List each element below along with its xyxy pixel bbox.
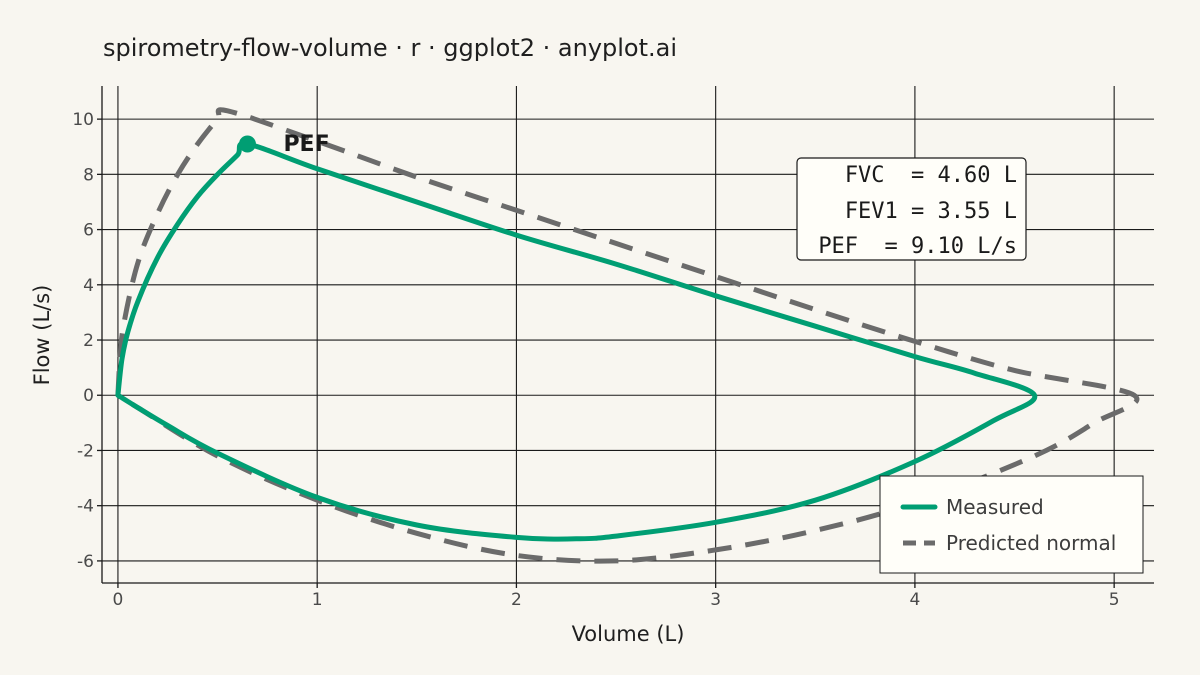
- x-axis-title: Volume (L): [572, 622, 685, 646]
- stats-fev1: FEV1 = 3.55 L: [845, 199, 1017, 224]
- legend-frame: [879, 475, 1144, 574]
- stats-box-frame: [796, 157, 1027, 261]
- y-tick-label: 2: [83, 331, 94, 351]
- y-tick-label: 10: [72, 110, 94, 130]
- x-tick-label: 0: [113, 590, 124, 610]
- chart-title: spirometry-flow-volume · r · ggplot2 · a…: [103, 34, 677, 62]
- legend: Measured Predicted normal: [879, 475, 1144, 574]
- y-tick-labels: -6 -4 -2 0 2 4 6 8 10: [72, 110, 102, 572]
- pef-label: PEF: [283, 132, 329, 157]
- x-tick-label: 4: [909, 590, 920, 610]
- legend-label-predicted: Predicted normal: [946, 531, 1116, 555]
- y-tick-label: 6: [83, 221, 94, 241]
- x-tick-label: 1: [312, 590, 323, 610]
- legend-label-measured: Measured: [946, 495, 1044, 519]
- stats-box: FVC = 4.60 L FEV1 = 3.55 L PEF = 9.10 L/…: [796, 157, 1027, 261]
- y-axis-title: Flow (L/s): [30, 285, 54, 386]
- y-tick-label: -4: [77, 497, 94, 517]
- y-tick-label: 0: [83, 386, 94, 406]
- predicted-normal-line: [115, 107, 1140, 564]
- x-tick-label: 5: [1109, 590, 1120, 610]
- x-tick-label: 2: [511, 590, 522, 610]
- series-lines: [115, 107, 1140, 564]
- stats-fvc: FVC = 4.60 L: [845, 163, 1017, 188]
- x-tick-labels: 0 1 2 3 4 5: [113, 583, 1120, 610]
- y-tick-label: -2: [77, 441, 94, 461]
- y-tick-label: 4: [83, 276, 94, 296]
- pef-marker: [238, 135, 256, 153]
- axes: [101, 86, 1154, 584]
- x-tick-label: 3: [710, 590, 721, 610]
- y-tick-label: 8: [83, 165, 94, 185]
- y-tick-label: -6: [77, 552, 94, 572]
- stats-pef: PEF = 9.10 L/s: [818, 234, 1017, 259]
- measured-loop-line: [115, 141, 1038, 542]
